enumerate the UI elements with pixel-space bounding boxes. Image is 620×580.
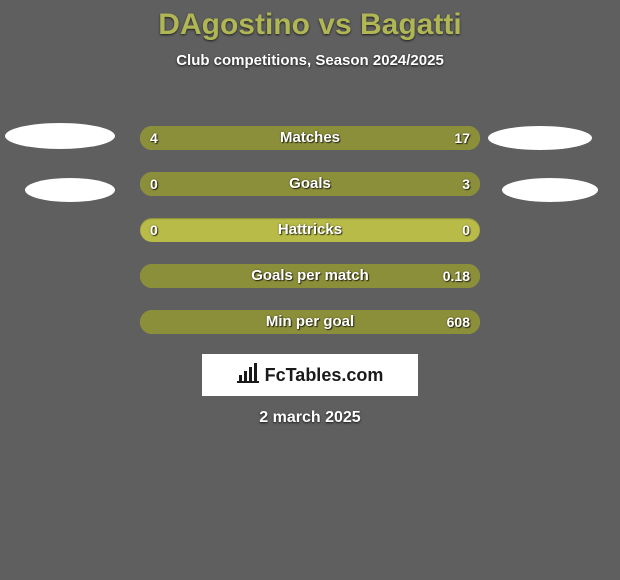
title-vs: vs [318,8,351,41]
brand-box[interactable]: FcTables.com [202,354,418,396]
stat-right-value: 0.18 [443,264,470,288]
title-left-name: DAgostino [158,8,310,41]
stat-left-value: 0 [150,172,158,196]
stat-label: Matches [140,126,480,150]
stat-left-value: 4 [150,126,158,150]
brand-text: FcTables.com [265,365,384,386]
stat-row: Hattricks0 0 [140,218,480,242]
stat-row: Min per goal608 [140,310,480,334]
stat-label: Goals [140,172,480,196]
stat-right-value: 608 [447,310,470,334]
stat-right-value: 17 [454,126,470,150]
page-title: DAgostino vs Bagatti [0,0,620,42]
right-ellipse-1 [488,126,592,150]
subtitle: Club competitions, Season 2024/2025 [0,52,620,69]
comparison-canvas: DAgostino vs Bagatti Club competitions, … [0,0,620,580]
title-right-name: Bagatti [360,8,462,41]
stat-rows: Matches417Goals03Hattricks00Goals per ma… [140,126,480,334]
stat-right-value: 3 [462,172,470,196]
stat-row: Goals per match0.18 [140,264,480,288]
bar-chart-icon [237,363,259,388]
stat-label: Min per goal [140,310,480,334]
stat-label: Hattricks [140,218,480,242]
stat-label: Goals per match [140,264,480,288]
stat-right-value: 0 [462,218,470,242]
left-ellipse-1 [5,123,115,149]
stat-row: Goals0 3 [140,172,480,196]
right-ellipse-2 [502,178,598,202]
date-line: 2 march 2025 [0,409,620,427]
left-ellipse-2 [25,178,115,202]
stat-row: Matches4 17 [140,126,480,150]
stat-left-value: 0 [150,218,158,242]
